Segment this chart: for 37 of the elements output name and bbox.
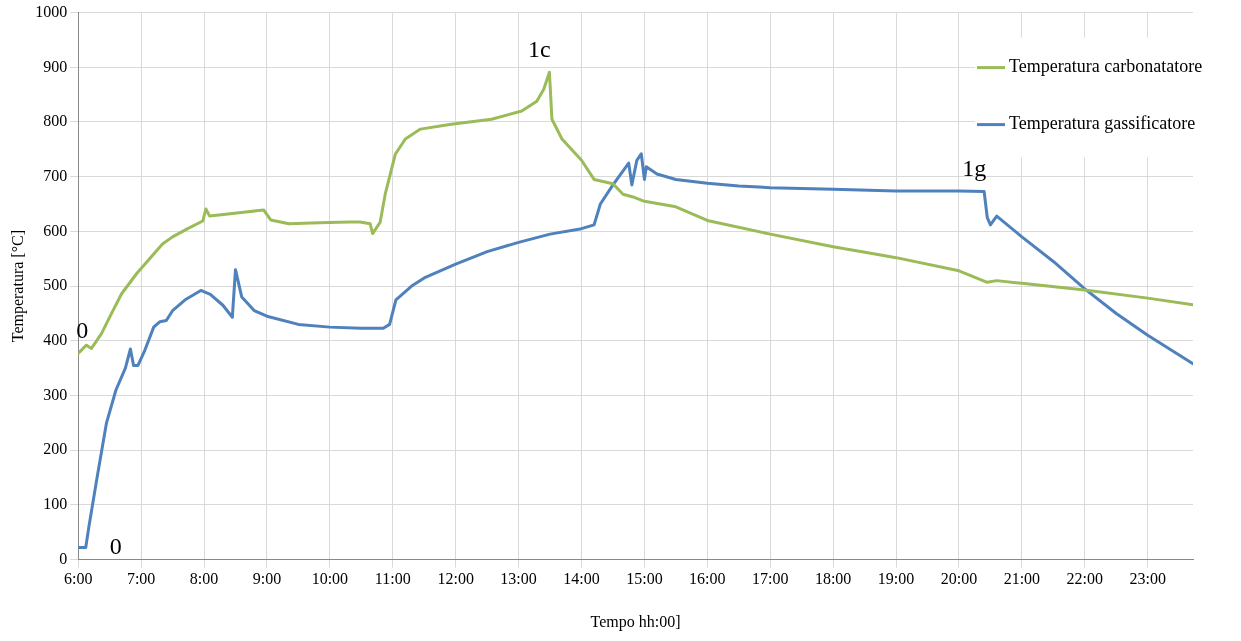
legend-label: Temperatura gassificatore — [1009, 113, 1196, 134]
annotation: 0 — [76, 316, 89, 343]
y-tick-label: 800 — [43, 112, 68, 130]
x-tick-label: 22:00 — [1066, 570, 1104, 588]
annotation: 1g — [962, 154, 987, 181]
y-axis-title: Temperatura [°C] — [8, 229, 27, 343]
x-tick-label: 14:00 — [563, 570, 600, 588]
x-tick-label: 12:00 — [437, 570, 474, 588]
y-tick-label: 1000 — [35, 2, 68, 20]
annotation: 1c — [528, 35, 551, 62]
x-tick-label: 8:00 — [189, 570, 219, 588]
y-tick-label: 0 — [59, 549, 68, 567]
x-tick-label: 11:00 — [374, 570, 411, 588]
y-tick-label: 700 — [43, 166, 68, 184]
x-tick-label: 15:00 — [626, 570, 663, 588]
x-axis-title: Tempo hh:00] — [590, 612, 681, 631]
x-tick-label: 9:00 — [252, 570, 282, 588]
y-tick-label: 300 — [43, 385, 68, 403]
legend-label: Temperatura carbonatatore — [1009, 56, 1203, 77]
y-tick-label: 600 — [43, 221, 68, 239]
y-tick-label: 500 — [43, 276, 68, 294]
annotation: 0 — [109, 532, 122, 559]
y-tick-label: 400 — [43, 331, 68, 348]
x-tick-label: 21:00 — [1003, 570, 1041, 588]
y-tick-label: 900 — [43, 57, 68, 75]
y-tick-label: 100 — [43, 495, 68, 513]
x-tick-label: 10:00 — [311, 570, 349, 588]
x-tick-label: 13:00 — [500, 570, 537, 588]
x-tick-label: 6:00 — [63, 570, 93, 588]
x-tick-label: 17:00 — [752, 570, 789, 588]
x-tick-label: 18:00 — [814, 570, 852, 588]
y-tick-label: 200 — [43, 440, 68, 458]
x-tick-label: 7:00 — [126, 570, 156, 588]
x-tick-label: 23:00 — [1129, 570, 1166, 588]
x-tick-label: 20:00 — [940, 570, 978, 588]
x-tick-label: 16:00 — [689, 570, 726, 588]
x-tick-label: 19:00 — [877, 570, 915, 588]
